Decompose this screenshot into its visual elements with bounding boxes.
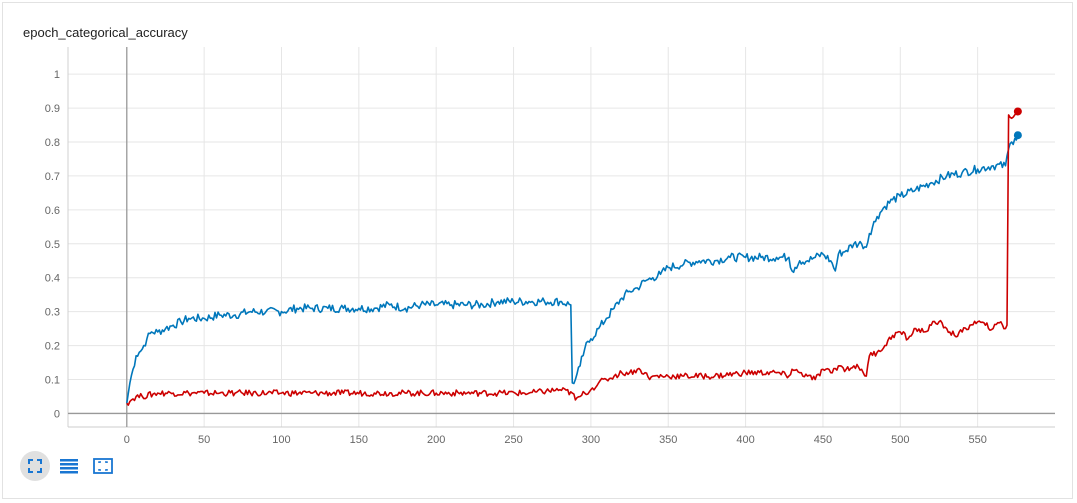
fullscreen-icon [28, 459, 42, 473]
x-tick-label: 350 [659, 434, 677, 446]
series-endpoint-0 [1013, 131, 1022, 140]
x-tick-label: 150 [350, 434, 368, 446]
list-lines-icon [60, 459, 78, 474]
series-endpoint-1 [1013, 107, 1022, 116]
y-tick-label: 0.7 [45, 171, 60, 183]
x-tick-label: 0 [124, 434, 130, 446]
series-line-1 [126, 110, 1019, 406]
y-tick-label: 0.6 [45, 205, 60, 217]
x-tick-label: 200 [427, 434, 445, 446]
x-tick-label: 450 [814, 434, 832, 446]
y-tick-label: 0.8 [45, 137, 60, 149]
x-tick-label: 300 [582, 434, 600, 446]
y-tick-label: 0.2 [45, 341, 60, 353]
x-tick-label: 50 [198, 434, 210, 446]
y-tick-label: 1 [54, 69, 60, 81]
y-tick-label: 0.1 [45, 375, 60, 387]
y-tick-label: 0 [54, 408, 60, 420]
fit-domain-button[interactable] [88, 451, 118, 481]
x-tick-label: 550 [968, 434, 986, 446]
toggle-log-scale-button[interactable] [54, 451, 84, 481]
x-tick-label: 100 [272, 434, 290, 446]
y-tick-label: 0.4 [45, 273, 60, 285]
x-tick-label: 500 [891, 434, 909, 446]
chart-toolbar [20, 449, 118, 483]
x-tick-label: 250 [504, 434, 522, 446]
series-line-0 [126, 134, 1019, 404]
y-tick-label: 0.9 [45, 103, 60, 115]
chart-title: epoch_categorical_accuracy [23, 25, 188, 40]
expand-chart-button[interactable] [20, 451, 50, 481]
y-tick-label: 0.3 [45, 307, 60, 319]
x-tick-label: 400 [736, 434, 754, 446]
fit-to-data-icon [93, 458, 113, 474]
y-tick-label: 0.5 [45, 239, 60, 251]
